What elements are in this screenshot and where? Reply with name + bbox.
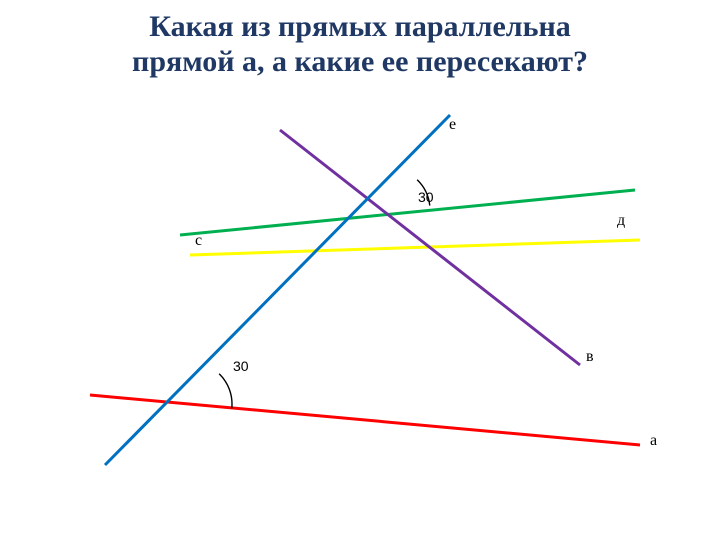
angle-arc-lower bbox=[219, 374, 232, 409]
label-a: а bbox=[650, 432, 657, 450]
angle-label-upper: 30 bbox=[418, 189, 434, 205]
label-d: д bbox=[617, 212, 625, 230]
line-c bbox=[190, 240, 640, 255]
label-e: е bbox=[449, 116, 456, 134]
line-v bbox=[280, 130, 580, 365]
geometry-diagram bbox=[0, 0, 720, 540]
angle-label-lower: 30 bbox=[233, 358, 249, 374]
label-v: в bbox=[586, 348, 594, 366]
label-c: с bbox=[195, 232, 202, 250]
line-a bbox=[90, 395, 640, 445]
